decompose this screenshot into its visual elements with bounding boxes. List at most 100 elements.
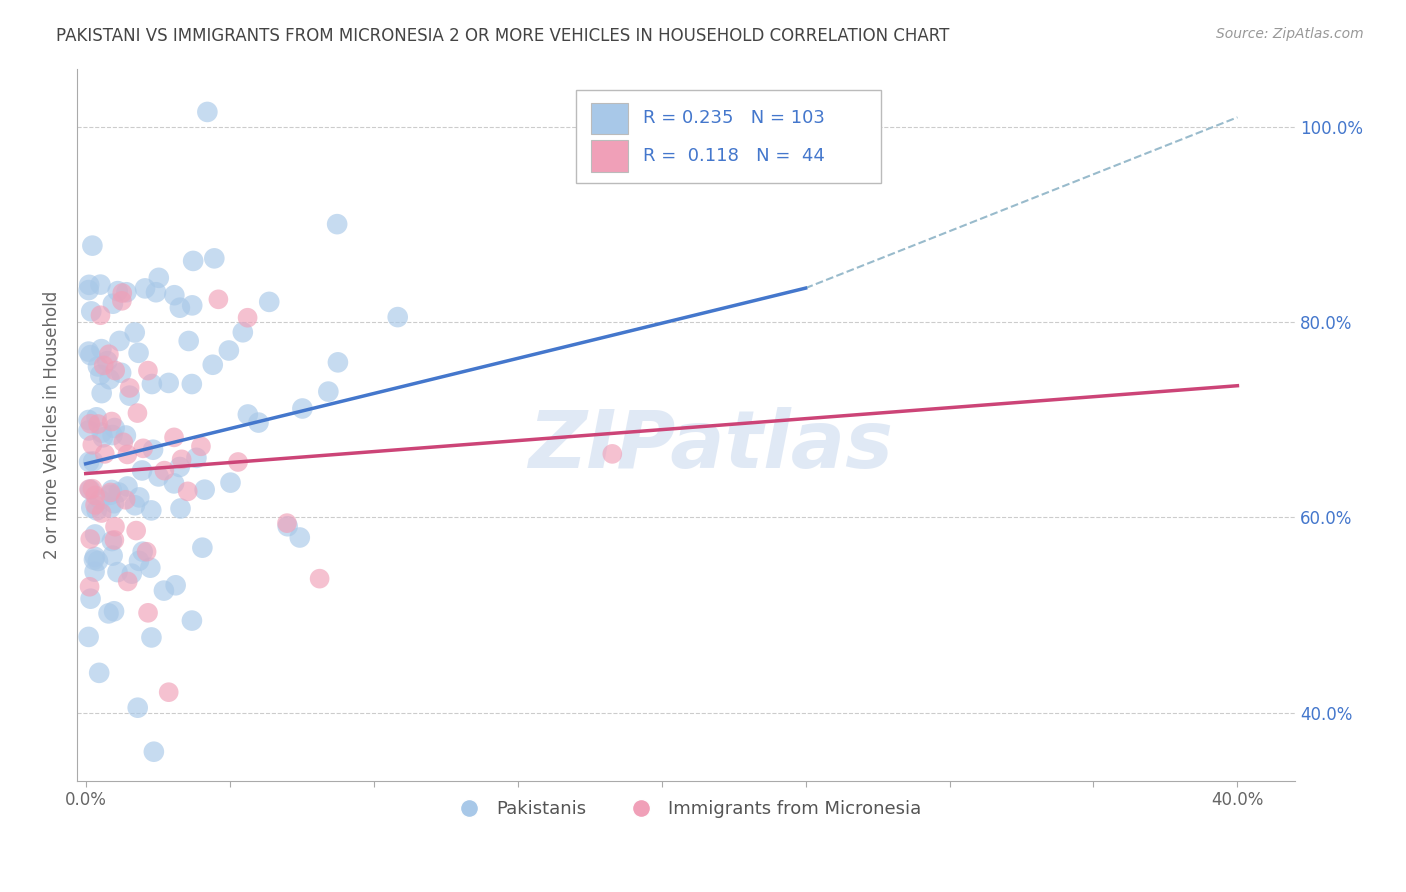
Point (104, 363, 127, 377)
Point (145, 285, 167, 300)
Point (89, 665, 111, 680)
Point (169, 460, 191, 475)
Point (101, 296, 124, 310)
Point (89, 308, 111, 322)
FancyBboxPatch shape (576, 90, 882, 183)
Point (387, 310, 409, 324)
Point (87, 554, 110, 568)
Point (87, 359, 110, 374)
Point (163, 288, 186, 302)
Point (114, 492, 136, 507)
Point (107, 485, 129, 500)
Point (79, 580, 101, 594)
Bar (591, 103, 627, 134)
Point (190, 439, 212, 453)
Point (118, 389, 141, 403)
Point (257, 294, 280, 309)
Point (236, 408, 259, 422)
Point (194, 483, 217, 497)
Point (232, 325, 254, 339)
Point (163, 476, 186, 491)
Point (139, 560, 162, 574)
Point (100, 488, 122, 502)
Point (288, 531, 311, 545)
Point (141, 503, 163, 517)
Point (141, 631, 163, 645)
Point (218, 343, 240, 358)
Point (90, 386, 112, 401)
Point (82, 482, 104, 496)
Text: Source: ZipAtlas.com: Source: ZipAtlas.com (1216, 27, 1364, 41)
Point (83, 549, 105, 564)
Point (326, 217, 349, 231)
Y-axis label: 2 or more Vehicles in Household: 2 or more Vehicles in Household (44, 291, 60, 559)
Point (101, 549, 124, 563)
Point (132, 442, 155, 456)
Point (103, 533, 125, 547)
Point (90, 506, 112, 520)
Point (77, 630, 100, 644)
Point (169, 301, 191, 315)
Point (277, 519, 299, 533)
Point (96, 354, 118, 368)
Point (79, 348, 101, 362)
Point (226, 455, 249, 469)
Text: R = 0.235   N = 103: R = 0.235 N = 103 (644, 109, 825, 127)
Point (117, 574, 139, 589)
Point (111, 293, 134, 308)
Point (101, 534, 124, 549)
Point (142, 745, 165, 759)
Point (104, 519, 127, 533)
Point (100, 500, 122, 515)
Point (115, 428, 138, 442)
Point (128, 554, 150, 568)
Point (177, 484, 200, 499)
Point (169, 501, 191, 516)
Point (191, 541, 214, 555)
Point (118, 381, 141, 395)
Point (87, 417, 110, 431)
Point (142, 442, 165, 457)
Point (89, 277, 111, 292)
Point (125, 524, 148, 538)
Point (97, 607, 120, 621)
Point (186, 450, 208, 465)
Point (202, 252, 225, 266)
Point (89, 368, 111, 382)
Point (77, 344, 100, 359)
Point (98, 372, 121, 386)
Point (308, 572, 330, 586)
Point (90, 342, 112, 356)
Point (153, 583, 176, 598)
Point (124, 326, 146, 340)
Point (600, 447, 623, 461)
Point (86, 410, 108, 425)
Point (80, 500, 103, 515)
Point (153, 464, 176, 478)
Point (219, 475, 242, 490)
Point (79, 591, 101, 606)
Point (77, 283, 100, 297)
Point (163, 430, 186, 444)
Point (79, 417, 101, 431)
Point (83, 565, 105, 579)
Point (79, 483, 101, 497)
Point (77, 424, 100, 438)
Point (82, 238, 104, 252)
Text: R =  0.118   N =  44: R = 0.118 N = 44 (644, 147, 825, 165)
Point (79, 532, 101, 546)
Point (103, 604, 125, 618)
Point (77, 455, 100, 469)
Point (117, 447, 139, 461)
Point (80, 304, 103, 318)
Point (82, 438, 104, 452)
Point (276, 516, 298, 530)
Point (291, 401, 314, 416)
Point (77, 277, 100, 292)
Point (326, 355, 349, 369)
Point (108, 334, 131, 348)
Point (115, 285, 138, 300)
Point (180, 377, 202, 392)
Point (86, 503, 108, 517)
Point (94, 447, 117, 461)
